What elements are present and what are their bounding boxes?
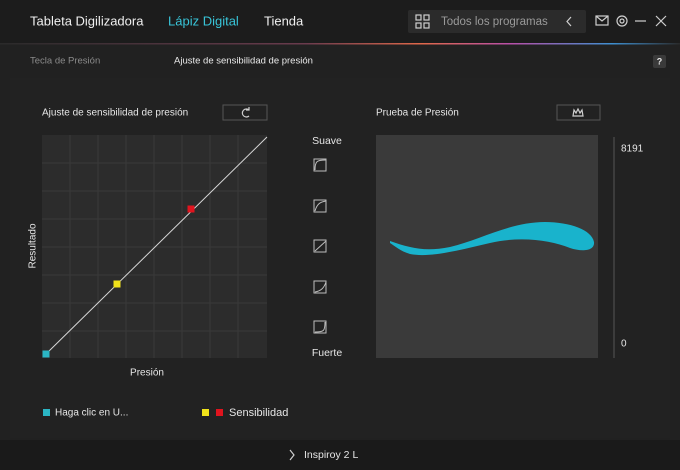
help-button[interactable] <box>653 55 666 68</box>
search-placeholder: Todos los programas <box>441 16 548 28</box>
subnav-item[interactable]: Tecla de Presión <box>30 56 100 67</box>
tab[interactable]: Tableta Digilizadora <box>30 13 144 28</box>
preset-icon[interactable] <box>313 320 327 334</box>
y-axis-label: Resultado <box>28 223 39 268</box>
pressure-curve <box>45 136 268 355</box>
scale-max: 8191 <box>621 144 644 155</box>
mail-icon[interactable] <box>595 15 609 26</box>
control-point[interactable] <box>113 280 121 288</box>
curve-grid <box>42 135 267 358</box>
preset-bottom-label: Fuerte <box>312 347 343 359</box>
legend-swatch <box>43 409 50 416</box>
legend-label: Haga clic en U... <box>55 408 128 419</box>
reset-icon <box>241 107 250 118</box>
clear-icon <box>572 107 584 117</box>
device-name[interactable]: Inspiroy 2 L <box>304 449 358 461</box>
back-arrow[interactable] <box>566 16 572 27</box>
tab-active[interactable]: Lápiz Digital <box>168 13 239 28</box>
clear-button[interactable] <box>556 104 601 121</box>
help-label: ? <box>657 56 663 66</box>
settings-icon[interactable] <box>616 15 628 27</box>
legend-swatch <box>202 409 209 416</box>
panel-title: Prueba de Presión <box>376 108 459 119</box>
x-axis-label: Presión <box>130 368 164 379</box>
preset-icon[interactable] <box>313 158 327 172</box>
panel-title: Ajuste de sensibilidad de presión <box>42 108 188 119</box>
grid-icon <box>415 14 430 29</box>
close-button[interactable] <box>655 15 667 27</box>
test-stroke <box>390 222 595 256</box>
control-point[interactable] <box>42 350 50 358</box>
control-point[interactable] <box>187 205 195 213</box>
test-area[interactable] <box>376 135 598 358</box>
legend-label: Sensibilidad <box>229 407 288 419</box>
reset-button[interactable] <box>222 104 268 121</box>
scale-min: 0 <box>621 339 627 350</box>
legend-swatch <box>216 409 223 416</box>
preset-icon[interactable] <box>313 199 327 213</box>
preset-icon[interactable] <box>313 239 327 253</box>
subnav-item-active[interactable]: Ajuste de sensibilidad de presión <box>174 56 313 67</box>
preset-icon[interactable] <box>313 280 327 294</box>
search-box[interactable] <box>408 10 586 33</box>
header-accent <box>0 43 680 45</box>
device-arrow[interactable] <box>289 449 295 461</box>
preset-top-label: Suave <box>312 135 342 147</box>
footer-bar <box>0 440 680 470</box>
tab[interactable]: Tienda <box>264 13 304 28</box>
